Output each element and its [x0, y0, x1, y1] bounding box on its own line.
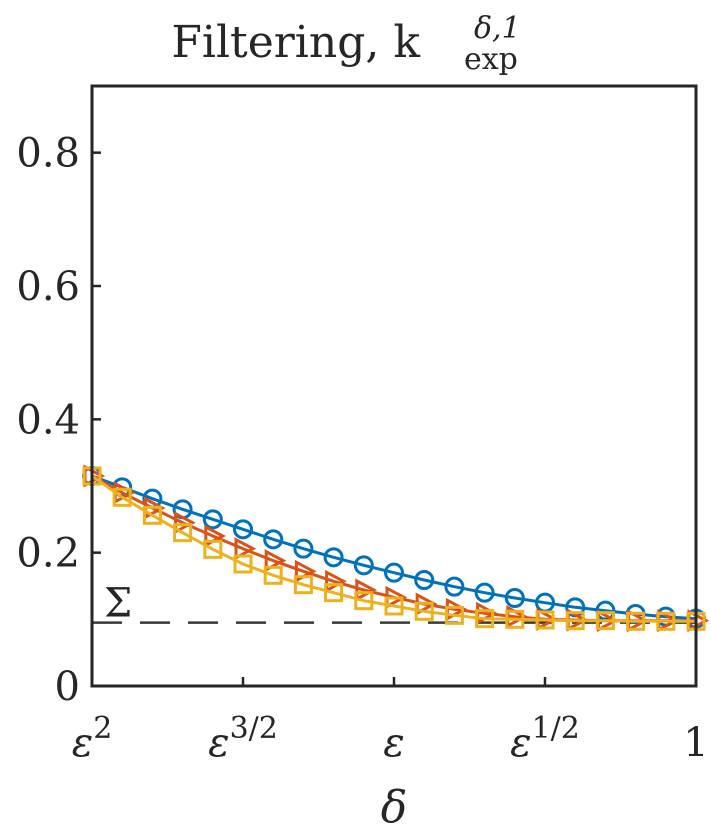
x-tick-label: ε — [383, 720, 404, 766]
x-tick-label: 1 — [683, 720, 708, 766]
data-point-circle — [293, 538, 314, 559]
data-point-circle — [444, 576, 465, 597]
data-point-circle — [202, 509, 223, 530]
chart-title: Filtering, k — [171, 17, 420, 68]
data-point-square — [444, 605, 464, 625]
x-tick-label: ε1/2 — [510, 711, 580, 766]
data-point-square — [475, 609, 495, 629]
data-point-square — [414, 601, 434, 621]
data-point-square — [626, 611, 646, 631]
data-point-square — [173, 523, 193, 543]
data-point-triangle-right — [174, 511, 196, 535]
y-tick-label: 0.6 — [16, 264, 80, 310]
series-line-square — [91, 474, 696, 623]
reference-layer: Σ — [92, 581, 696, 627]
data-point-triangle-right — [355, 578, 378, 602]
data-point-square — [112, 487, 132, 507]
data-point-circle — [323, 547, 344, 568]
data-point-square — [535, 610, 555, 630]
y-tick-label: 0.2 — [16, 531, 80, 577]
data-point-circle — [263, 529, 284, 550]
data-point-circle — [504, 588, 525, 608]
data-point-square — [263, 565, 283, 585]
data-point-triangle-right — [264, 549, 287, 573]
data-point-square — [384, 596, 404, 616]
data-point-circle — [414, 570, 435, 590]
tick-layer: 0 0.2 0.4 0.6 0.8 ε2 ε3/2 ε ε1/2 1 — [16, 131, 708, 766]
data-point-square — [203, 539, 223, 559]
x-tick-label: ε3/2 — [208, 711, 278, 766]
series-line-circle — [91, 474, 697, 621]
x-tick-label: ε2 — [72, 711, 113, 766]
data-point-square — [505, 609, 525, 629]
data-point-square — [354, 591, 374, 611]
data-point-square — [565, 611, 585, 631]
data-point-circle — [384, 562, 404, 583]
data-point-square — [324, 583, 344, 603]
data-point-square — [595, 611, 615, 631]
series-layer — [82, 464, 710, 633]
data-point-circle — [353, 555, 374, 576]
reference-line-label: Σ — [104, 581, 132, 627]
x-axis-label: δ — [381, 782, 408, 833]
chart-title-subscript: exp — [464, 42, 518, 77]
chart-title-superscript: δ,1 — [474, 11, 521, 46]
y-tick-label: 0.8 — [16, 131, 80, 177]
data-point-square — [142, 505, 162, 525]
data-point-square — [233, 554, 253, 574]
data-point-triangle-right — [234, 537, 257, 561]
data-point-circle — [474, 582, 495, 603]
data-point-circle — [233, 519, 253, 540]
data-point-square — [293, 575, 313, 595]
y-tick-label: 0 — [55, 664, 80, 710]
y-tick-label: 0.4 — [16, 397, 80, 443]
data-point-square — [656, 611, 676, 631]
